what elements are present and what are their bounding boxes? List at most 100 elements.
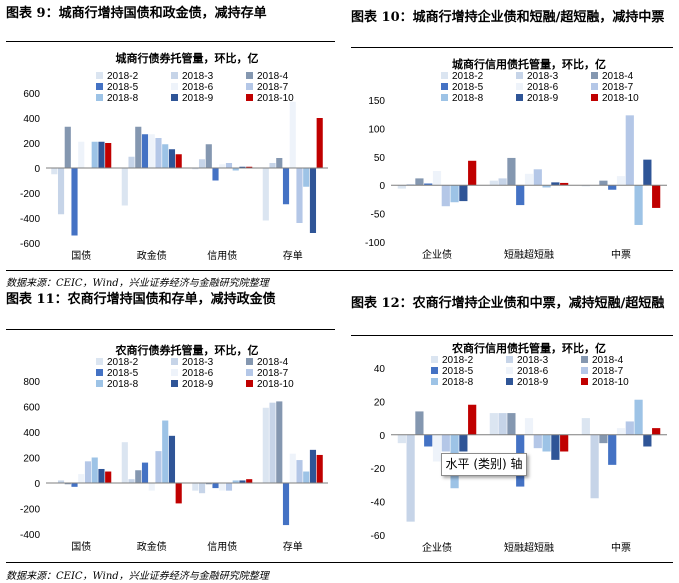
bar-2018-6-企业债 [432, 171, 442, 186]
bar-2018-2-中票 [581, 185, 590, 187]
bar-2018-5-企业债 [424, 434, 433, 447]
bar-2018-6-信用债 [219, 164, 226, 168]
bar-2018-4-企业债 [415, 411, 424, 435]
legend-swatch-2018-8 [96, 380, 103, 387]
legend-label-2018-10: 2018-10 [257, 379, 294, 390]
legend-swatch-2018-3 [516, 72, 523, 79]
bar-2018-7-信用债 [225, 163, 233, 168]
category-label: 中票 [611, 248, 631, 261]
legend-swatch-2018-10 [581, 378, 588, 385]
bar-2018-3-信用债 [198, 159, 206, 168]
bar-2018-8-中票 [634, 399, 643, 435]
bar-2018-4-国债 [64, 483, 71, 485]
bar-2018-4-企业债 [415, 178, 424, 186]
bar-2018-7-短融超短融 [533, 169, 542, 186]
legend-label-2018-3: 2018-3 [517, 355, 549, 366]
y-tick-label: -600 [20, 239, 40, 250]
legend-swatch-2018-4 [246, 72, 253, 79]
bar-2018-9-国债 [98, 141, 105, 168]
bar-2018-10-存单 [316, 454, 323, 483]
bar-2018-7-企业债 [441, 434, 450, 452]
bar-2018-2-短融超短融 [489, 180, 498, 186]
bar-2018-9-存单 [309, 449, 317, 483]
bar-2018-10-企业债 [468, 404, 477, 435]
y-tick-label: -100 [365, 238, 385, 249]
figure-12-rule [351, 335, 673, 336]
figure-9-bottom-rule [6, 270, 673, 271]
bar-2018-3-短融超短融 [498, 413, 507, 435]
legend-label-2018-10: 2018-10 [592, 377, 629, 388]
y-tick-label: 100 [368, 124, 385, 135]
legend-label-2018-6: 2018-6 [517, 366, 549, 377]
bar-2018-4-信用债 [205, 483, 212, 485]
legend-label-2018-5: 2018-5 [442, 366, 474, 377]
bar-2018-7-存单 [296, 168, 303, 223]
y-tick-label: 40 [374, 364, 386, 375]
legend-label-2018-6: 2018-6 [182, 368, 214, 379]
legend-label-2018-9: 2018-9 [182, 93, 214, 104]
bar-2018-2-政金债 [121, 442, 128, 483]
y-tick-label: 600 [23, 89, 40, 100]
category-label: 存单 [283, 249, 303, 262]
axis-tooltip: 水平 (类别) 轴 [441, 453, 527, 476]
legend-swatch-2018-6 [171, 83, 178, 90]
bar-2018-9-中票 [643, 159, 652, 186]
bar-2018-4-存单 [276, 158, 283, 168]
bar-2018-9-政金债 [168, 149, 176, 168]
bar-2018-8-政金债 [162, 144, 169, 168]
bar-2018-5-信用债 [212, 168, 219, 181]
bar-2018-9-存单 [309, 168, 317, 233]
bar-2018-6-政金债 [148, 483, 155, 491]
legend-swatch-2018-7 [246, 83, 253, 90]
y-tick-label: 50 [374, 153, 386, 164]
legend-label-2018-7: 2018-7 [592, 366, 624, 377]
legend-swatch-2018-7 [591, 83, 598, 90]
legend-label-2018-8: 2018-8 [107, 93, 139, 104]
bar-2018-10-短融超短融 [560, 434, 569, 452]
bar-2018-10-中票 [652, 428, 661, 435]
category-label: 国债 [71, 249, 91, 262]
legend-swatch-2018-4 [591, 72, 598, 79]
legend-label-2018-10: 2018-10 [257, 93, 294, 104]
legend-swatch-2018-7 [581, 367, 588, 374]
bar-2018-2-存单 [262, 168, 269, 221]
y-tick-label: 200 [23, 139, 40, 150]
legend-label-2018-4: 2018-4 [257, 357, 289, 368]
figure-12-title: 图表 12：农商行增持企业债和中票，减持短融/超短融 [351, 296, 665, 311]
bar-2018-6-存单 [289, 453, 296, 483]
bar-2018-3-国债 [57, 480, 65, 483]
legend-label-2018-3: 2018-3 [527, 71, 559, 82]
bar-2018-7-政金债 [155, 138, 162, 168]
bar-2018-4-信用债 [205, 144, 212, 168]
y-tick-label: 800 [23, 377, 40, 388]
legend-swatch-2018-3 [171, 358, 178, 365]
y-tick-label: 200 [23, 454, 40, 465]
bar-2018-4-中票 [599, 434, 608, 444]
bar-2018-10-企业债 [468, 160, 477, 186]
bar-2018-8-国债 [91, 141, 98, 168]
figure-9-title: 图表 9：城商行增持国债和政金债，减持存单 [6, 6, 267, 21]
bar-2018-8-国债 [91, 457, 98, 483]
legend-label-2018-6: 2018-6 [527, 82, 559, 93]
bar-2018-5-政金债 [141, 462, 149, 483]
category-label: 国债 [71, 540, 91, 553]
bar-2018-3-存单 [269, 163, 276, 168]
bar-2018-10-国债 [105, 143, 112, 168]
legend-label-2018-2: 2018-2 [442, 355, 474, 366]
legend-label-2018-8: 2018-8 [442, 377, 474, 388]
bar-2018-8-信用债 [232, 168, 239, 171]
category-label: 企业债 [422, 248, 452, 261]
y-tick-label: -40 [371, 498, 386, 509]
figure-10-rule [351, 47, 673, 48]
legend-label-2018-5: 2018-5 [107, 82, 139, 93]
legend-swatch-2018-3 [171, 72, 178, 79]
bar-2018-5-存单 [282, 483, 290, 526]
category-label: 政金债 [137, 249, 167, 262]
bar-2018-7-国债 [84, 461, 92, 483]
bar-2018-4-政金债 [135, 126, 142, 168]
bar-2018-3-中票 [590, 434, 599, 499]
bar-2018-4-国债 [64, 126, 71, 168]
y-tick-label: -20 [371, 464, 386, 475]
